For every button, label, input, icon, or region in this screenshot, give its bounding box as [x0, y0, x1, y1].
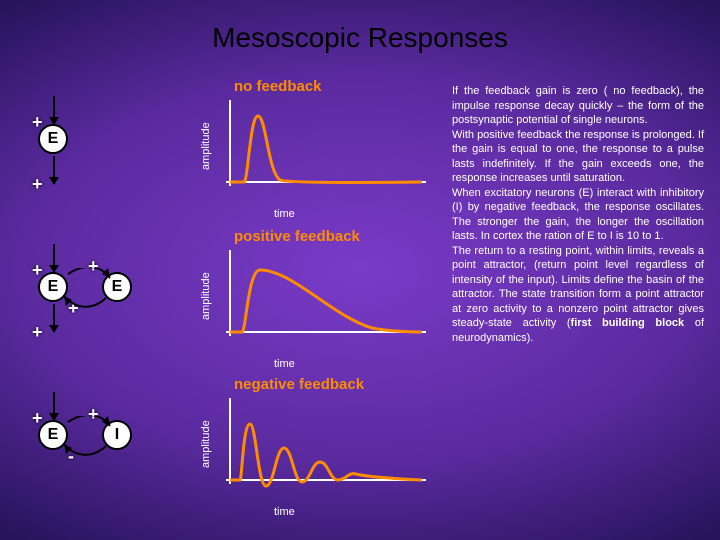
feedback-loop — [38, 268, 138, 308]
graph-negative-feedback: negative feedback amplitude time — [204, 376, 440, 516]
x-axis-label: time — [274, 208, 295, 220]
plus-sign: + — [32, 322, 43, 343]
graph-title: negative feedback — [234, 376, 364, 393]
graph-title: no feedback — [234, 78, 322, 95]
para-2: With positive feedback the response is p… — [452, 129, 704, 185]
graph-title: positive feedback — [234, 228, 360, 245]
circuit-column: + E + + E + E + + + E I + - — [20, 96, 190, 516]
graph-positive-feedback: positive feedback amplitude time — [204, 228, 440, 368]
feedback-loop — [38, 416, 138, 456]
plus-sign: + — [32, 174, 43, 195]
plot-svg — [222, 96, 432, 196]
y-axis-label: amplitude — [200, 122, 212, 170]
explanation-text: If the feedback gain is zero ( no feedba… — [452, 84, 704, 345]
y-axis-label: amplitude — [200, 272, 212, 320]
plot-svg — [222, 246, 432, 346]
para-1: If the feedback gain is zero ( no feedba… — [452, 85, 704, 126]
plot-svg — [222, 394, 432, 494]
page-title: Mesoscopic Responses — [0, 22, 720, 54]
y-axis-label: amplitude — [200, 420, 212, 468]
para-4-bold: first building block — [571, 317, 685, 329]
graph-no-feedback: no feedback amplitude time — [204, 78, 440, 218]
node-E: E — [38, 124, 68, 154]
x-axis-label: time — [274, 506, 295, 518]
para-3: When excitatory neurons (E) interact wit… — [452, 187, 704, 243]
graph-column: no feedback amplitude time positive feed… — [204, 78, 440, 528]
x-axis-label: time — [274, 358, 295, 370]
